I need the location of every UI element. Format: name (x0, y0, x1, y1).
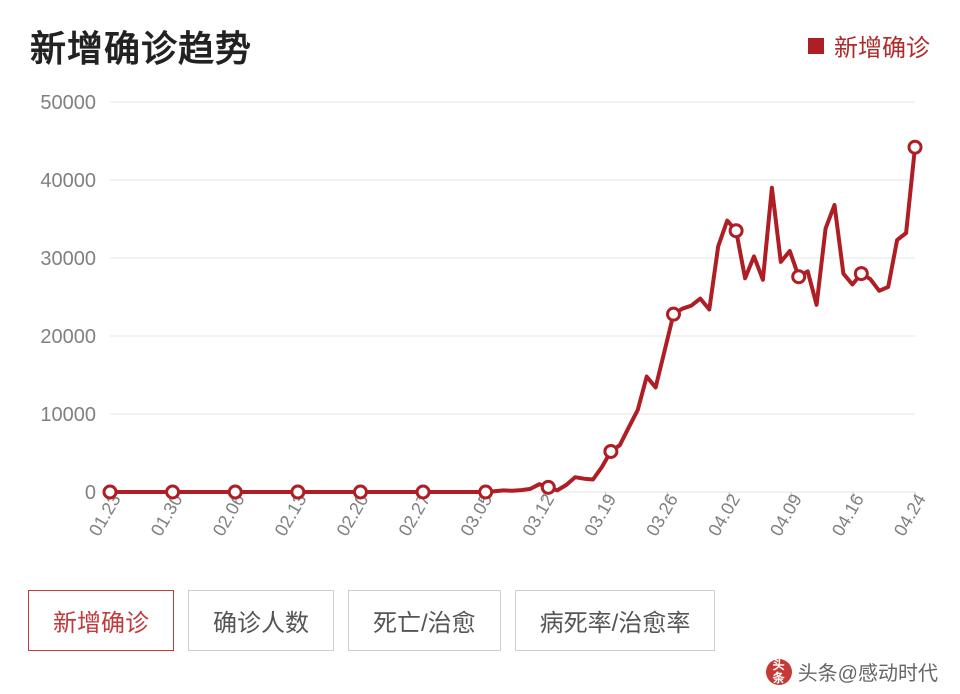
svg-text:20000: 20000 (40, 326, 96, 348)
watermark: 头 条 头条@感动时代 (766, 657, 938, 686)
svg-text:01.30: 01.30 (147, 490, 187, 539)
watermark-logo: 头 条 (766, 659, 792, 685)
legend: 新增确诊 (808, 28, 930, 63)
legend-label: 新增确诊 (834, 28, 930, 63)
svg-text:02.27: 02.27 (394, 490, 434, 539)
line-chart: 0100002000030000400005000001.2301.3002.0… (30, 92, 930, 572)
tab-2[interactable]: 死亡/治愈 (348, 590, 501, 651)
watermark-logo-top: 头 (766, 659, 792, 672)
svg-text:30000: 30000 (40, 248, 96, 270)
tab-1[interactable]: 确诊人数 (188, 590, 334, 651)
svg-text:04.16: 04.16 (828, 490, 868, 539)
svg-text:40000: 40000 (40, 170, 96, 192)
svg-text:04.09: 04.09 (766, 490, 806, 539)
svg-text:03.19: 03.19 (580, 490, 620, 539)
page-title: 新增确诊趋势 (30, 20, 252, 72)
tab-0[interactable]: 新增确诊 (28, 590, 174, 651)
legend-swatch (808, 38, 824, 54)
svg-text:50000: 50000 (40, 92, 96, 114)
svg-text:02.06: 02.06 (209, 490, 249, 539)
svg-text:03.26: 03.26 (642, 490, 682, 539)
svg-text:0: 0 (85, 482, 96, 504)
tab-bar: 新增确诊确诊人数死亡/治愈病死率/治愈率 (28, 590, 930, 651)
svg-text:04.24: 04.24 (890, 490, 930, 539)
watermark-logo-bottom: 条 (766, 672, 792, 685)
svg-text:02.13: 02.13 (271, 490, 311, 539)
svg-text:02.20: 02.20 (333, 490, 373, 539)
chart-area: 0100002000030000400005000001.2301.3002.0… (30, 92, 930, 572)
svg-text:03.12: 03.12 (518, 490, 558, 539)
watermark-text: 头条@感动时代 (798, 657, 938, 686)
svg-text:10000: 10000 (40, 404, 96, 426)
svg-text:04.02: 04.02 (704, 490, 744, 539)
tab-3[interactable]: 病死率/治愈率 (515, 590, 716, 651)
